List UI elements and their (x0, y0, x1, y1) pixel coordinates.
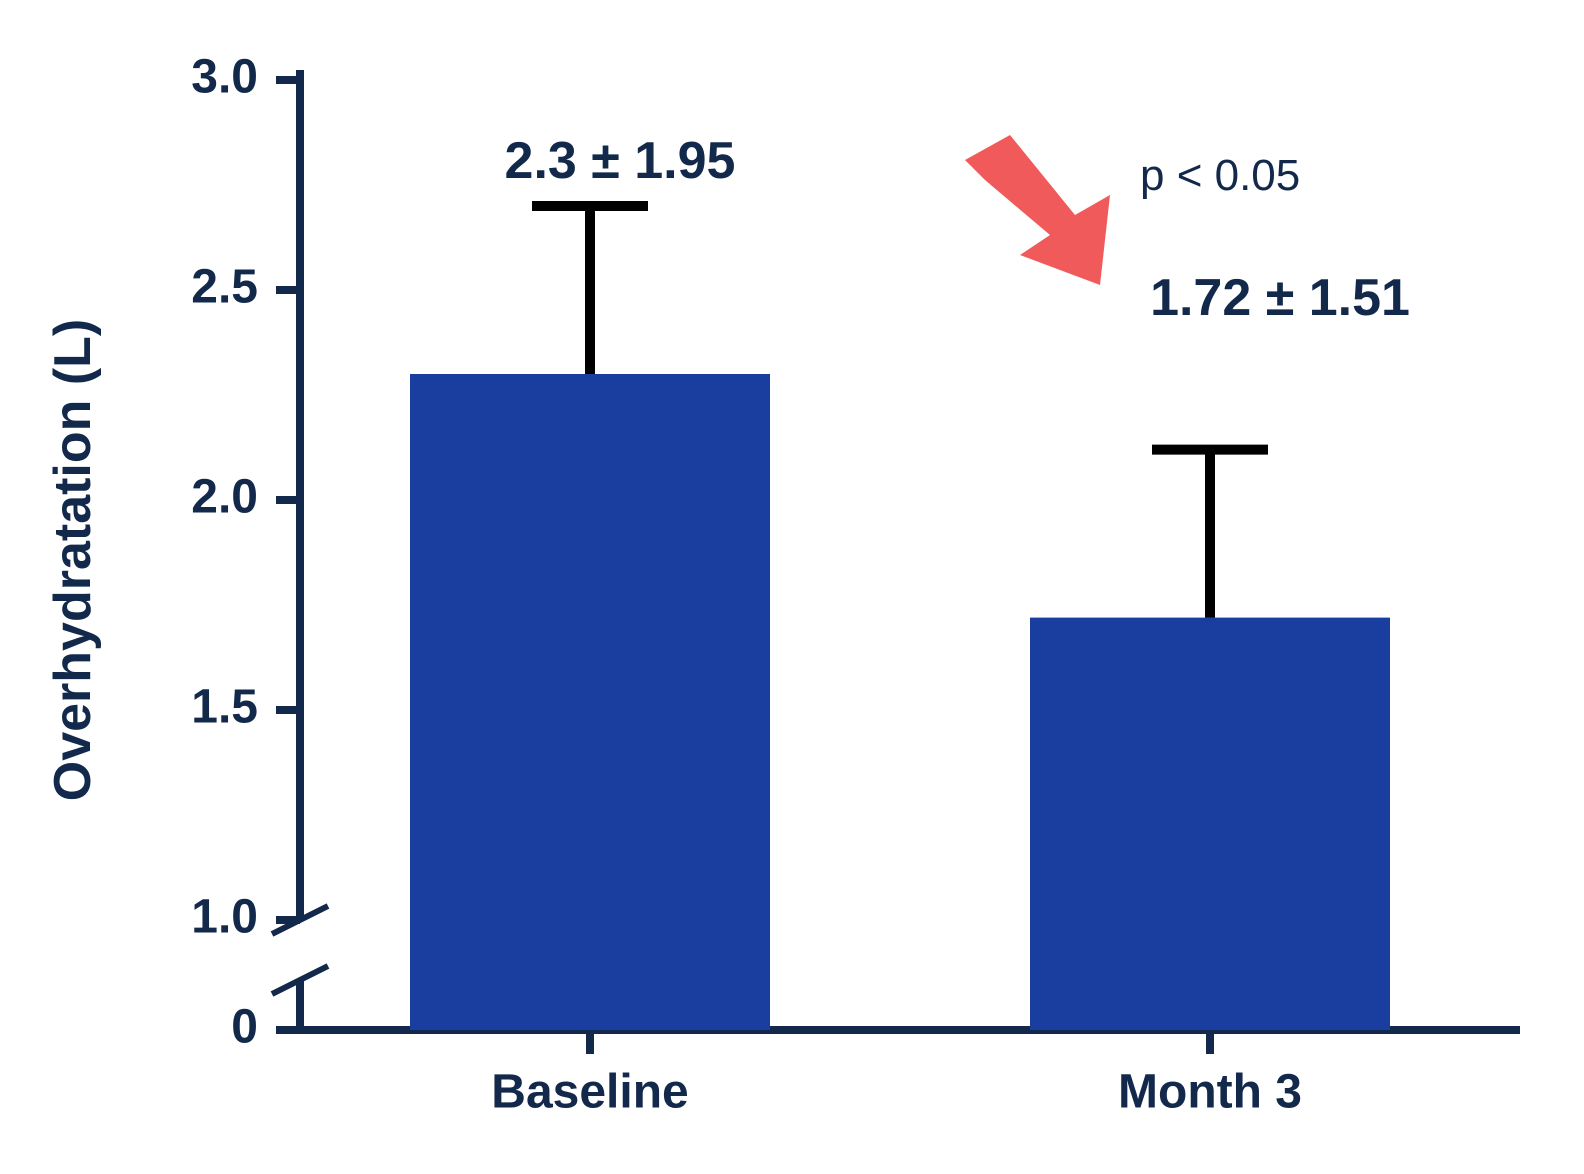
y-tick-label: 0 (231, 1001, 258, 1054)
category-label: Month 3 (1118, 1066, 1302, 1119)
y-tick-label: 2.5 (191, 261, 258, 314)
y-tick-label: 2.0 (191, 471, 258, 524)
category-label: Baseline (491, 1066, 688, 1119)
value-label-month3: 1.72 ± 1.51 (1150, 269, 1410, 327)
bar-baseline (410, 374, 770, 1030)
trend-arrow-icon (965, 135, 1110, 285)
overhydration-bar-chart: 0 1.0 1.5 2.0 2.5 3.0 Overhydratation (L) Basel… (0, 0, 1584, 1174)
y-tick-label: 1.5 (191, 681, 258, 734)
y-tick-label: 1.0 (191, 891, 258, 944)
p-value-label: p < 0.05 (1140, 151, 1300, 200)
value-label-baseline: 2.3 ± 1.95 (505, 132, 736, 190)
bar-month-3 (1030, 618, 1390, 1030)
y-axis-title: Overhydratation (L) (44, 319, 102, 802)
y-tick-label: 3.0 (191, 51, 258, 104)
